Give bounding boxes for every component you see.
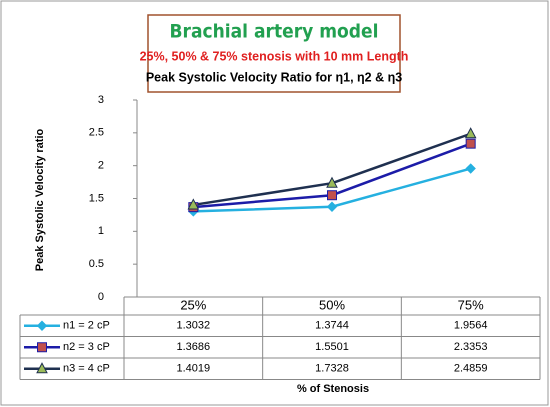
y-tick-label: 0.5 (89, 258, 104, 270)
table-value: 1.4019 (177, 363, 211, 375)
y-tick-label: 1.5 (89, 192, 104, 204)
marker (326, 201, 338, 212)
x-tick-label: 50% (319, 297, 345, 312)
y-tick-label: 2.5 (89, 127, 104, 139)
chart-subtitle: Peak Systolic Velocity Ratio for η1, η2 … (146, 70, 402, 84)
marker (326, 176, 338, 188)
legend-label: n2 = 3 cP (63, 341, 110, 353)
marker (327, 190, 337, 201)
legend-label: n1 = 2 cP (63, 320, 110, 332)
table-value: 2.4859 (454, 363, 488, 375)
y-tick-label: 1 (98, 225, 104, 237)
x-tick-label: 25% (180, 297, 206, 312)
table-value: 1.3686 (177, 341, 211, 353)
marker (36, 362, 48, 374)
marker (187, 198, 200, 210)
y-tick-label: 3 (98, 94, 104, 106)
x-axis-label: % of Stenosis (297, 383, 369, 395)
y-tick-label: 0 (98, 291, 104, 303)
marker (465, 138, 476, 149)
table-value: 1.3032 (177, 320, 211, 332)
table-value: 1.9564 (454, 320, 488, 332)
x-tick-label: 75% (458, 297, 484, 312)
table-value: 1.3744 (315, 320, 349, 332)
marker (37, 342, 47, 353)
table-value: 2.3353 (454, 341, 488, 353)
marker (464, 127, 477, 139)
chart-subtitle: 25%, 50% & 75% stenosis with 10 mm Lengt… (140, 49, 409, 63)
y-tick-label: 2 (98, 160, 104, 172)
y-axis-label: Peak Systolic Velocity ratio (34, 128, 46, 271)
marker (36, 320, 48, 331)
marker (465, 163, 476, 174)
table-value: 1.5501 (315, 341, 349, 353)
table-value: 1.7328 (315, 363, 349, 375)
legend-label: n3 = 4 cP (63, 363, 110, 375)
chart-title: Brachial artery model (170, 21, 379, 43)
title-box (147, 14, 401, 93)
